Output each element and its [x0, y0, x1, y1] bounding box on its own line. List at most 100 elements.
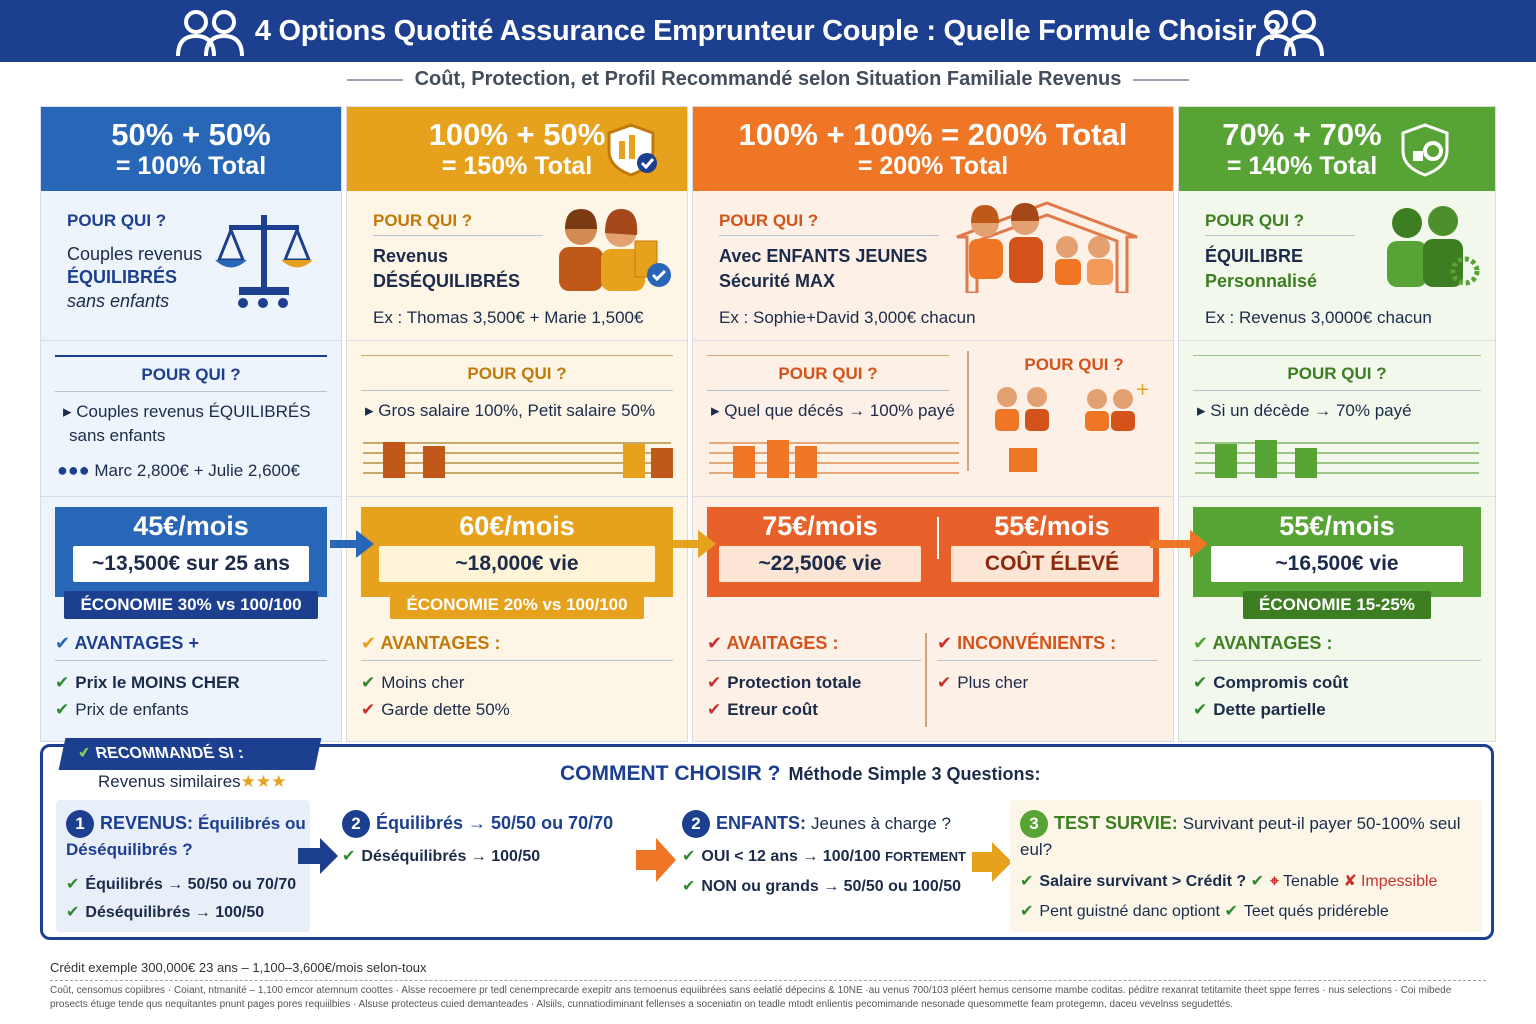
option-header: 50% + 50% = 100% Total	[41, 107, 341, 191]
option-header: 70% + 70% = 140% Total	[1179, 107, 1495, 191]
advantage-item: ✔ Protection totale	[707, 673, 862, 692]
step-test-survie: 3 TEST SURVIE: Survivant peut-il payer 50…	[1010, 800, 1482, 932]
pour-qui-label: POUR QUI ?	[141, 365, 241, 384]
pour-qui-label: POUR QUI ?	[373, 211, 473, 230]
option-ratio: 100% + 100% = 200% Total	[738, 116, 1128, 152]
profile-line: DÉSÉQUILIBRÉS	[373, 271, 521, 292]
advantage-item: ✔ Garde dette 50%	[361, 700, 510, 719]
shield-check-icon	[607, 123, 657, 177]
option-card-100-100: 100% + 100% = 200% Total = 200% Total PO…	[692, 106, 1174, 742]
couple-icon	[1256, 10, 1324, 57]
arrow-right-icon	[672, 530, 716, 558]
family-illustration-icon	[956, 201, 1138, 293]
pour-qui-label: POUR QUI ?	[67, 211, 167, 230]
decorative-lines	[709, 440, 1157, 482]
price-right: 55€/mois COÛT ÉLEVÉ	[943, 507, 1161, 582]
price-box: 55€/mois ~16,500€ vie	[1193, 507, 1481, 597]
option-card-70-70: 70% + 70% = 140% Total POUR QUI ? ÉQUILI…	[1178, 106, 1496, 742]
title-bar: 4 Options Quotité Assurance Emprunteur C…	[0, 0, 1536, 62]
example-line: ●●● Marc 2,800€ + Julie 2,600€	[57, 459, 300, 480]
advantage-item: ✔ Compromis coût	[1193, 673, 1349, 692]
recommended-banner: ✔ RECOMMANDÉ SI :	[58, 738, 322, 770]
balance-scale-icon	[215, 215, 313, 308]
pour-qui-label: POUR QUI ?	[778, 364, 878, 383]
shield-gear-icon	[1401, 123, 1449, 177]
advantages-section: ✔ AVANTAGES : ✔ Compromis coût ✔ Dette par…	[1193, 633, 1481, 723]
svg-text:+: +	[1135, 381, 1149, 400]
advantages-title: ✔ AVANTAGES +	[55, 633, 327, 661]
recommended-text: Revenus similaires★★★	[98, 772, 287, 791]
inconvenients-section: ✔ INCONVÉNIENTS : ✔ Plus cher	[937, 633, 1157, 696]
cost-warning: COÛT ÉLEVÉ	[951, 546, 1153, 582]
price-box: 45€/mois ~13,500€ sur 25 ans	[55, 507, 327, 597]
page-subtitle: Coût, Protection, et Profil Recommandé s…	[0, 68, 1536, 91]
monthly-price: 75€/mois	[762, 511, 878, 541]
profile-section: POUR QUI ? Revenus DÉSÉQUILIBRÉS Ex : Th…	[347, 191, 687, 341]
profile-line: ÉQUILIBRÉS	[67, 267, 178, 288]
pour-qui-label: POUR QUI ?	[467, 364, 567, 383]
total-cost: ~13,500€ sur 25 ans	[73, 546, 309, 582]
pour-qui-left: POUR QUI ? ▸ Quel que décés → 100% payé	[693, 355, 963, 423]
pour-qui-label: POUR QUI ?	[1287, 364, 1387, 383]
pour-qui-right: POUR QUI ? +	[989, 355, 1159, 438]
profile-section: POUR QUI ? Couples revenus ÉQUILIBRÉS sa…	[41, 191, 341, 341]
advantage-item: ✔ Dette partielle	[1193, 700, 1326, 719]
profile-line: Revenus	[373, 246, 449, 266]
price-box: 60€/mois ~18,000€ vie	[361, 507, 673, 597]
option-header: 100% + 50% = 150% Total	[347, 107, 687, 191]
stars-icon: ★★★	[240, 772, 287, 791]
people-icon: ●●●	[57, 459, 90, 480]
option-ratio: 100% + 50%	[428, 116, 606, 152]
price-box: 75€/mois ~22,500€ vie 55€/mois COÛT ÉLEV…	[707, 507, 1159, 597]
couple-gear-icon	[1387, 206, 1480, 287]
profile-line: Personnalisé	[1205, 271, 1318, 292]
step-equilibres: 2 Équilibrés → 50/50 ou 70/70 ✔ Déséquilib…	[332, 800, 634, 932]
monthly-price: 55€/mois	[1279, 511, 1395, 541]
profile-section: POUR QUI ? Avec ENFANTS JEUNES Sécurité …	[693, 191, 1173, 341]
arrow-right-icon	[972, 842, 1012, 882]
family-icon: +	[995, 379, 1150, 431]
arrow-right-icon	[298, 838, 338, 874]
bullet-item: ▸ Couples revenus ÉQUILIBRÉS	[63, 402, 311, 421]
example-line: Ex : Revenus 3,0000€ chacun	[1205, 308, 1432, 327]
pour-qui-section: POUR QUI ? ▸ Si un décède → 70% payé	[1179, 341, 1495, 497]
profile-line: Sécurité MAX	[719, 271, 836, 292]
profile-line: Couples revenus	[67, 244, 203, 264]
pour-qui-label: POUR QUI ?	[719, 211, 819, 230]
pour-qui-section: POUR QUI ? ▸ Quel que décés → 100% payé …	[693, 341, 1173, 497]
arrow-right-icon	[636, 838, 676, 882]
profile-line: sans enfants	[67, 290, 170, 311]
page-title: 4 Options Quotité Assurance Emprunteur C…	[254, 14, 1282, 47]
monthly-price: 45€/mois	[133, 511, 249, 541]
monthly-price-alt: 55€/mois	[994, 511, 1110, 541]
pour-qui-label: POUR QUI ?	[1024, 355, 1124, 374]
advantages-title: ✔ AVANTAGES :	[361, 633, 673, 661]
option-total: = 200% Total	[857, 152, 1009, 181]
profile-section: POUR QUI ? ÉQUILIBRE Personnalisé Ex : R…	[1179, 191, 1495, 341]
advantages-left: ✔ AVAITAGES : ✔ Protection totale ✔ Etreur…	[707, 633, 921, 723]
bullet-item: ▸ Quel que décés → 100% payé	[711, 401, 955, 420]
footer-fine-print: Coût, censomus copiibres · Coiant, ntman…	[50, 985, 1452, 1010]
example-line: Ex : Thomas 3,500€ + Marie 1,500€	[373, 308, 644, 327]
profile-line: ÉQUILIBRE	[1205, 246, 1304, 266]
monthly-price: 60€/mois	[459, 511, 575, 541]
price-left: 75€/mois ~22,500€ vie	[707, 507, 933, 582]
decorative-lines	[1195, 440, 1479, 482]
decorative-lines	[363, 442, 673, 482]
step-revenus: 1 REVENUS: Équilibrés ou Déséquilibrés ? …	[56, 800, 310, 932]
option-total: = 140% Total	[1226, 152, 1378, 181]
total-cost: ~16,500€ vie	[1211, 546, 1463, 582]
option-ratio: 50% + 50%	[111, 116, 271, 152]
pour-qui-label: POUR QUI ?	[1205, 211, 1305, 230]
inconvenient-item: ✔ Plus cher	[937, 673, 1029, 692]
advantages-section: ✔ AVANTAGES + ✔ Prix le MOINS CHER ✔ Prix …	[55, 633, 327, 723]
advantages-title: ✔ AVAITAGES :	[707, 633, 921, 661]
example-line: Ex : Sophie+David 3,000€ chacun	[719, 308, 976, 327]
advantage-item: ✔ Prix de enfants	[55, 700, 189, 719]
advantages-section: ✔ AVANTAGES : ✔ Moins cher ✔ Garde dette 5…	[361, 633, 673, 723]
step-enfants: 2 ENFANTS: Jeunes à charge ? ✔ OUI < 12 an…	[672, 800, 988, 932]
inconvenients-title: ✔ INCONVÉNIENTS :	[937, 633, 1157, 661]
option-card-100-50: 100% + 50% = 150% Total POUR QUI ? Reven…	[346, 106, 688, 742]
pour-qui-section: POUR QUI ? ▸ Gros salaire 100%, Petit sa…	[347, 341, 687, 497]
bullet-item: ▸ Gros salaire 100%, Petit salaire 50%	[365, 401, 656, 420]
